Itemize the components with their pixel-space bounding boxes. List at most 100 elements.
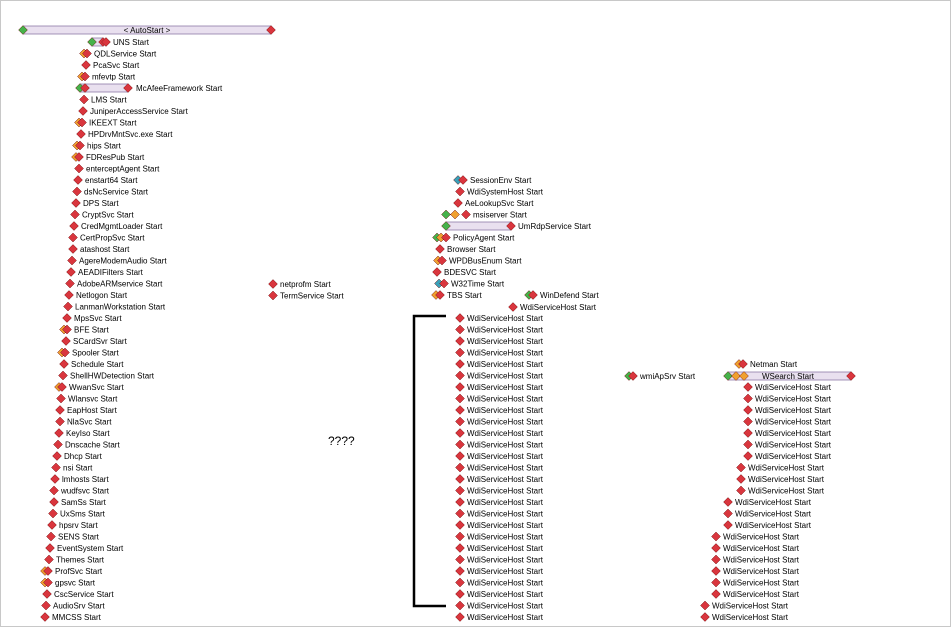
node-col1-26-label: SCardSvr Start — [73, 337, 128, 346]
wdi-col-15-label: WdiServiceHost Start — [467, 487, 544, 496]
wsearch-child-20-label: WdiServiceHost Start — [712, 613, 789, 622]
wmiapsrv-label: wmiApSrv Start — [639, 372, 696, 381]
node-col1-20-label: AEADIFilters Start — [78, 268, 144, 277]
node-col1-32-diamond — [55, 405, 65, 415]
node-col1-19-diamond — [67, 255, 77, 266]
autostart-bar-start-diamond — [18, 25, 28, 35]
wdi-col-24-diamond — [455, 589, 465, 599]
node-col1-10-label: FDResPub Start — [86, 153, 145, 162]
wsearch-child-5-diamond — [743, 439, 753, 450]
wsearch-child-8-label: WdiServiceHost Start — [748, 475, 825, 484]
wsearch-child-11-label: WdiServiceHost Start — [735, 510, 812, 519]
node-col1-33-label: NlaSvc Start — [67, 418, 112, 427]
node-col1-19-label: AgereModemAudio Start — [79, 257, 167, 266]
wdi-col-20-diamond — [455, 543, 465, 553]
wdi-col-18-diamond — [455, 520, 465, 530]
node-col1-31-label: Wlansvc Start — [68, 395, 118, 404]
wdi-col-14-diamond — [455, 474, 465, 484]
node-col1-1-diamond — [82, 48, 92, 59]
node-col3-4-diamond — [506, 221, 516, 231]
node-col1-46-label: ProfSvc Start — [55, 567, 103, 576]
wdi-col-6-label: WdiServiceHost Start — [467, 383, 544, 392]
node-col1-30-diamond — [57, 382, 67, 392]
wsearch-child-6-diamond — [743, 451, 753, 461]
wdi-col-20-label: WdiServiceHost Start — [467, 544, 544, 553]
node-col1-37-diamond — [51, 462, 61, 473]
node-col1-25-diamond — [62, 324, 72, 335]
node-col1-14-label: DPS Start — [83, 199, 119, 208]
node-col1-44-diamond — [45, 543, 55, 553]
wdi-col-19-label: WdiServiceHost Start — [467, 533, 544, 542]
node-col3-5-diamond — [441, 232, 451, 243]
node-col1-29-label: ShellHWDetection Start — [70, 372, 155, 381]
node-col1-15-diamond — [70, 209, 80, 220]
wdi-col-8-label: WdiServiceHost Start — [467, 406, 544, 415]
windefend-diamond — [528, 290, 538, 300]
windefend-label: WinDefend Start — [540, 291, 599, 300]
node-col1-39-label: wudfsvc Start — [60, 487, 110, 496]
wsearch-child-14-label: WdiServiceHost Start — [723, 544, 800, 553]
node-col1-16-diamond — [69, 221, 79, 231]
node-col3-7-label: WPDBusEnum Start — [449, 257, 522, 266]
node-col1-41-diamond — [48, 508, 58, 519]
node-col1-48-label: CscService Start — [54, 590, 114, 599]
wdi-col-2-label: WdiServiceHost Start — [467, 337, 544, 346]
node-col1-38-diamond — [50, 474, 60, 484]
node-col1-48-diamond — [42, 589, 52, 599]
node-col1-39-diamond — [49, 485, 59, 496]
node-col1-21-label: AdobeARMservice Start — [77, 280, 163, 289]
node-col3-6-diamond — [435, 244, 445, 254]
node-col1-28-diamond — [59, 359, 69, 369]
node-col1-33-diamond — [55, 416, 65, 427]
wdi-col-26-diamond — [455, 612, 465, 622]
node-col1-27-diamond — [60, 347, 70, 358]
wsearch-child-19-diamond — [700, 600, 710, 611]
wdi-col-11-diamond — [455, 439, 465, 450]
wdi-col-12-label: WdiServiceHost Start — [467, 452, 544, 461]
node-col1-21-diamond — [65, 278, 75, 289]
node-col1-45-label: Themes Start — [56, 556, 105, 565]
wsearch-child-1-diamond — [743, 393, 753, 404]
node-col2-1-diamond — [268, 290, 278, 301]
node-col1-30-label: WwanSvc Start — [69, 383, 124, 392]
wdi-col-5-diamond — [455, 370, 465, 381]
node-col1-13-label: dsNcService Start — [84, 188, 149, 197]
wsearch-child-7-label: WdiServiceHost Start — [748, 464, 825, 473]
wsearch-child-9-diamond — [736, 485, 746, 496]
wsearch-child-17-label: WdiServiceHost Start — [723, 579, 800, 588]
node-col1-2-label: PcaSvc Start — [93, 61, 140, 70]
node-col3-3-diamond — [461, 209, 471, 220]
wsearch-child-0-label: WdiServiceHost Start — [755, 383, 832, 392]
node-col3-2-label: AeLookupSvc Start — [465, 199, 534, 208]
wmiapsrv-diamond — [628, 371, 638, 381]
wdi-col-22-label: WdiServiceHost Start — [467, 567, 544, 576]
wdi-first-diamond — [508, 302, 518, 312]
node-col1-40-diamond — [49, 497, 59, 507]
node-col1-35-label: Dnscache Start — [65, 441, 120, 450]
node-col1-0-diamond — [101, 37, 111, 47]
wdi-col-15-diamond — [455, 485, 465, 496]
node-col1-34-diamond — [54, 428, 64, 438]
wdi-col-10-diamond — [455, 428, 465, 438]
node-col1-17-diamond — [68, 232, 78, 243]
node-col1-44-label: EventSystem Start — [57, 544, 124, 553]
wdi-col-2-diamond — [455, 336, 465, 346]
wsearch-child-18-label: WdiServiceHost Start — [723, 590, 800, 599]
node-col1-9-label: hips Start — [87, 142, 122, 151]
node-col1-11-label: enterceptAgent Start — [86, 165, 160, 174]
wsearch-child-13-diamond — [711, 531, 721, 542]
node-col1-18-diamond — [68, 244, 78, 254]
node-col3-0-label: SessionEnv Start — [470, 176, 532, 185]
wsearch-child-20-diamond — [700, 612, 710, 622]
node-col1-4-diamond — [80, 83, 90, 93]
node-col1-26-diamond — [61, 336, 71, 346]
wdi-col-7-diamond — [455, 393, 465, 404]
node-col1-17-label: CertPropSvc Start — [80, 234, 145, 243]
node-col1-3-diamond — [80, 71, 90, 82]
node-col3-4-label: UmRdpService Start — [518, 222, 592, 231]
wsearch-child-1-label: WdiServiceHost Start — [755, 395, 832, 404]
node-col1-42-label: hpsrv Start — [59, 521, 98, 530]
wdi-first-label: WdiServiceHost Start — [520, 303, 597, 312]
node-col1-23-diamond — [63, 301, 73, 312]
node-col1-36-diamond — [52, 451, 62, 461]
